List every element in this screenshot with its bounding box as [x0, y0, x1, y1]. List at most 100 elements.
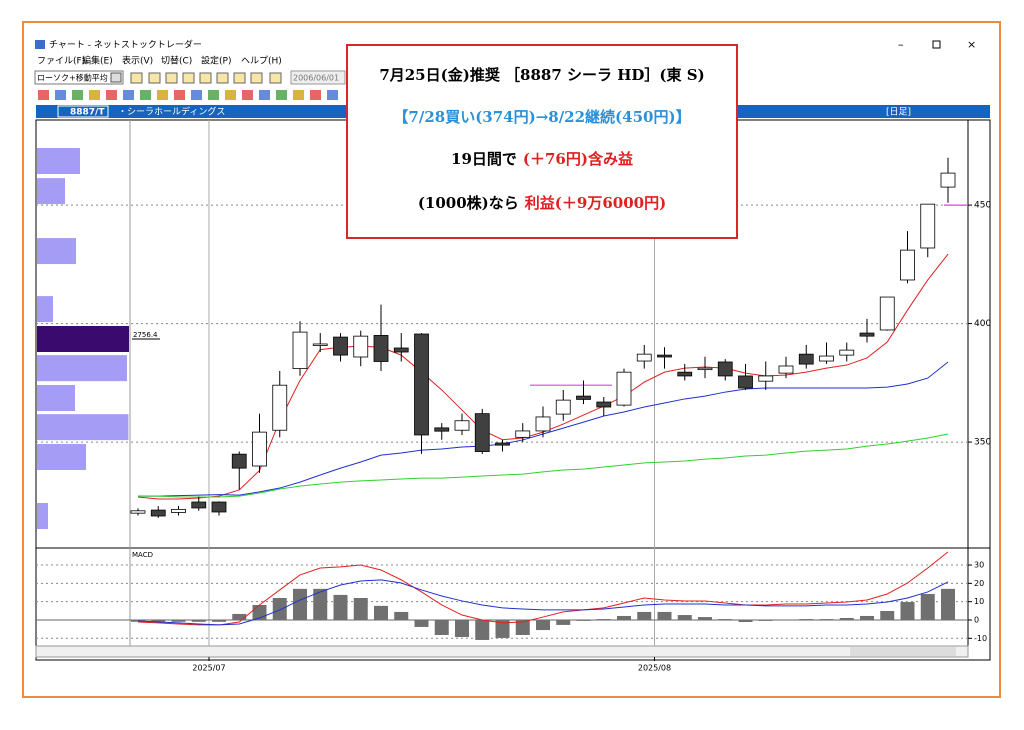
tool-button[interactable] — [233, 72, 246, 84]
dropdown-button[interactable] — [110, 72, 122, 83]
y-tick-label: 400 — [974, 319, 991, 329]
macd-bar — [657, 611, 672, 620]
candle-body — [697, 367, 713, 371]
candle-body — [434, 427, 450, 432]
candle-body — [353, 335, 369, 358]
macd-bar — [171, 619, 186, 622]
tool-button[interactable] — [140, 90, 151, 100]
tool-button[interactable] — [123, 90, 134, 100]
close[interactable]: × — [967, 38, 976, 51]
candle-body — [859, 332, 875, 337]
macd-bar — [495, 619, 510, 638]
annotation-text: 19日間で — [451, 150, 517, 168]
tool-button[interactable] — [148, 72, 161, 84]
macd-bar — [637, 611, 652, 620]
date-field[interactable] — [290, 70, 346, 85]
scroll-thumb[interactable] — [850, 647, 956, 656]
tool-button[interactable] — [130, 72, 143, 84]
panel-title: MACD — [132, 551, 153, 559]
menu-item[interactable]: ヘルプ(H) — [241, 56, 282, 67]
macd-bar — [374, 605, 388, 620]
stock-code: 8887/T — [70, 108, 105, 118]
tool-button[interactable] — [225, 90, 236, 100]
macd-bar — [839, 617, 854, 620]
candle-body — [393, 347, 409, 353]
minimize[interactable]: – — [898, 38, 904, 51]
macd-bar — [900, 602, 915, 620]
moving-average — [138, 433, 949, 498]
annotation-line: 7月25日(金)推奨 ［8887 シーラ HD］(東 S) — [379, 66, 704, 84]
macd-bar — [455, 619, 469, 638]
candle-body — [576, 395, 591, 400]
candle-body — [495, 442, 510, 446]
macd-line — [137, 551, 949, 626]
tool-button[interactable] — [216, 72, 229, 84]
tool-button[interactable] — [72, 90, 83, 100]
frame — [22, 21, 1001, 698]
macd-bar — [941, 588, 955, 620]
macd-bar — [860, 615, 874, 620]
tool-button[interactable] — [165, 72, 178, 84]
tool-button[interactable] — [182, 72, 195, 84]
tool-button[interactable] — [310, 90, 321, 100]
tool-button[interactable] — [157, 90, 168, 100]
macd-bar — [758, 619, 773, 621]
y-tick-label: 0 — [974, 615, 979, 624]
menu-item[interactable]: 切替(C) — [161, 55, 192, 67]
tool-button[interactable] — [293, 90, 304, 100]
macd-line — [137, 579, 949, 626]
macd-bar — [313, 588, 328, 620]
tool-button[interactable] — [276, 90, 287, 100]
tool-button[interactable] — [199, 72, 212, 84]
macd-bar — [212, 619, 226, 622]
candle-body — [231, 453, 247, 469]
tool-button[interactable] — [259, 90, 270, 100]
menu-bar: ファイル(F)編集(E) 表示(V) 切替(C) 設定(P) ヘルプ(H) — [37, 55, 282, 67]
candle-body — [920, 203, 936, 249]
volume-profile-bar — [37, 238, 76, 265]
macd-bar — [718, 619, 733, 620]
macd-bar — [738, 619, 753, 623]
x-tick-label: 2025/07 — [192, 664, 225, 673]
menu-item[interactable]: ファイル(F) — [37, 57, 85, 67]
candle-body — [515, 430, 531, 438]
candle-body — [616, 371, 632, 406]
tool-button[interactable] — [106, 90, 117, 100]
candle-body — [333, 336, 348, 356]
tool-button[interactable] — [242, 90, 253, 100]
tool-button[interactable] — [269, 72, 282, 84]
tool-button[interactable] — [250, 72, 263, 84]
menu-item[interactable]: 表示(V) — [122, 55, 153, 67]
volume-profile-bar — [37, 296, 53, 323]
annotation-text: 利益(＋9万6000円) — [525, 194, 666, 212]
candle-body — [171, 508, 186, 513]
tool-button[interactable] — [327, 90, 338, 100]
macd-bar — [232, 613, 247, 620]
tool-button[interactable] — [38, 90, 49, 100]
y-tick-label: -10 — [974, 634, 987, 643]
stock-name: ・シーラホールディングス — [118, 106, 225, 118]
tool-button[interactable] — [191, 90, 202, 100]
tool-button[interactable] — [89, 90, 100, 100]
tool-button[interactable] — [55, 90, 66, 100]
tool-button[interactable] — [174, 90, 185, 100]
scrollbar[interactable] — [35, 645, 969, 658]
macd-bar — [920, 593, 935, 620]
candle-body — [636, 353, 652, 362]
volume-profile-bar — [37, 148, 80, 175]
volume-profile-bar — [37, 384, 75, 411]
menu-item[interactable]: 設定(P) — [201, 55, 231, 67]
candle-body — [292, 331, 308, 370]
candle-body — [414, 333, 429, 436]
toolbar — [38, 72, 338, 100]
menu-item[interactable]: 編集(E) — [82, 55, 113, 67]
tool-button[interactable] — [208, 90, 219, 100]
candle-body — [555, 399, 571, 415]
candle-body — [778, 365, 794, 374]
volume-profile-bar — [37, 503, 49, 530]
candle-body — [211, 501, 227, 513]
candle-body — [738, 375, 753, 389]
restore[interactable] — [932, 40, 941, 49]
chart-style-select[interactable] — [34, 70, 124, 85]
